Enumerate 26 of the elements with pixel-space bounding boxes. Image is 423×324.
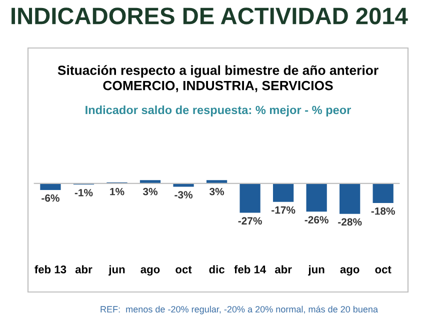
x-tick-label: dic [209, 265, 224, 274]
data-label: -18% [371, 207, 395, 215]
x-tick-label: oct [176, 266, 192, 274]
data-label: -17% [272, 206, 296, 214]
x-tick-label: feb 14 [234, 265, 266, 274]
data-label: 3% [210, 188, 224, 196]
data-label: -28% [338, 218, 362, 226]
data-label: -6% [42, 194, 60, 202]
x-tick-label: feb 13 [34, 265, 66, 274]
chart-subtitle: Situación respecto a igual bimestre de año anterior COMERCIO, INDUSTRIA, SERVICIOS [58, 65, 378, 92]
x-tick-label: jun [308, 265, 324, 276]
x-tick-label: ago [340, 267, 360, 276]
data-label: 1% [110, 188, 124, 196]
data-label: -26% [304, 216, 328, 224]
text: Indicador saldo de respuesta: % mejor - % peor [86, 106, 352, 116]
x-tick-label: abr [274, 265, 292, 274]
data-label: -3% [174, 191, 193, 199]
data-label: -1% [74, 188, 93, 196]
x-tick-label: abr [75, 265, 92, 274]
data-label: -27% [238, 217, 262, 225]
x-tick-label: oct [375, 266, 392, 274]
x-tick-label: jun [108, 265, 125, 276]
text: REF: menos de -20% regular, -20% a 20% normal, más de 20 buena [100, 306, 378, 314]
x-tick-label: ago [140, 267, 160, 276]
chart-title: INDICADORES DE ACTIVIDAD 2014 [12, 8, 408, 24]
data-label: 3% [142, 188, 158, 196]
